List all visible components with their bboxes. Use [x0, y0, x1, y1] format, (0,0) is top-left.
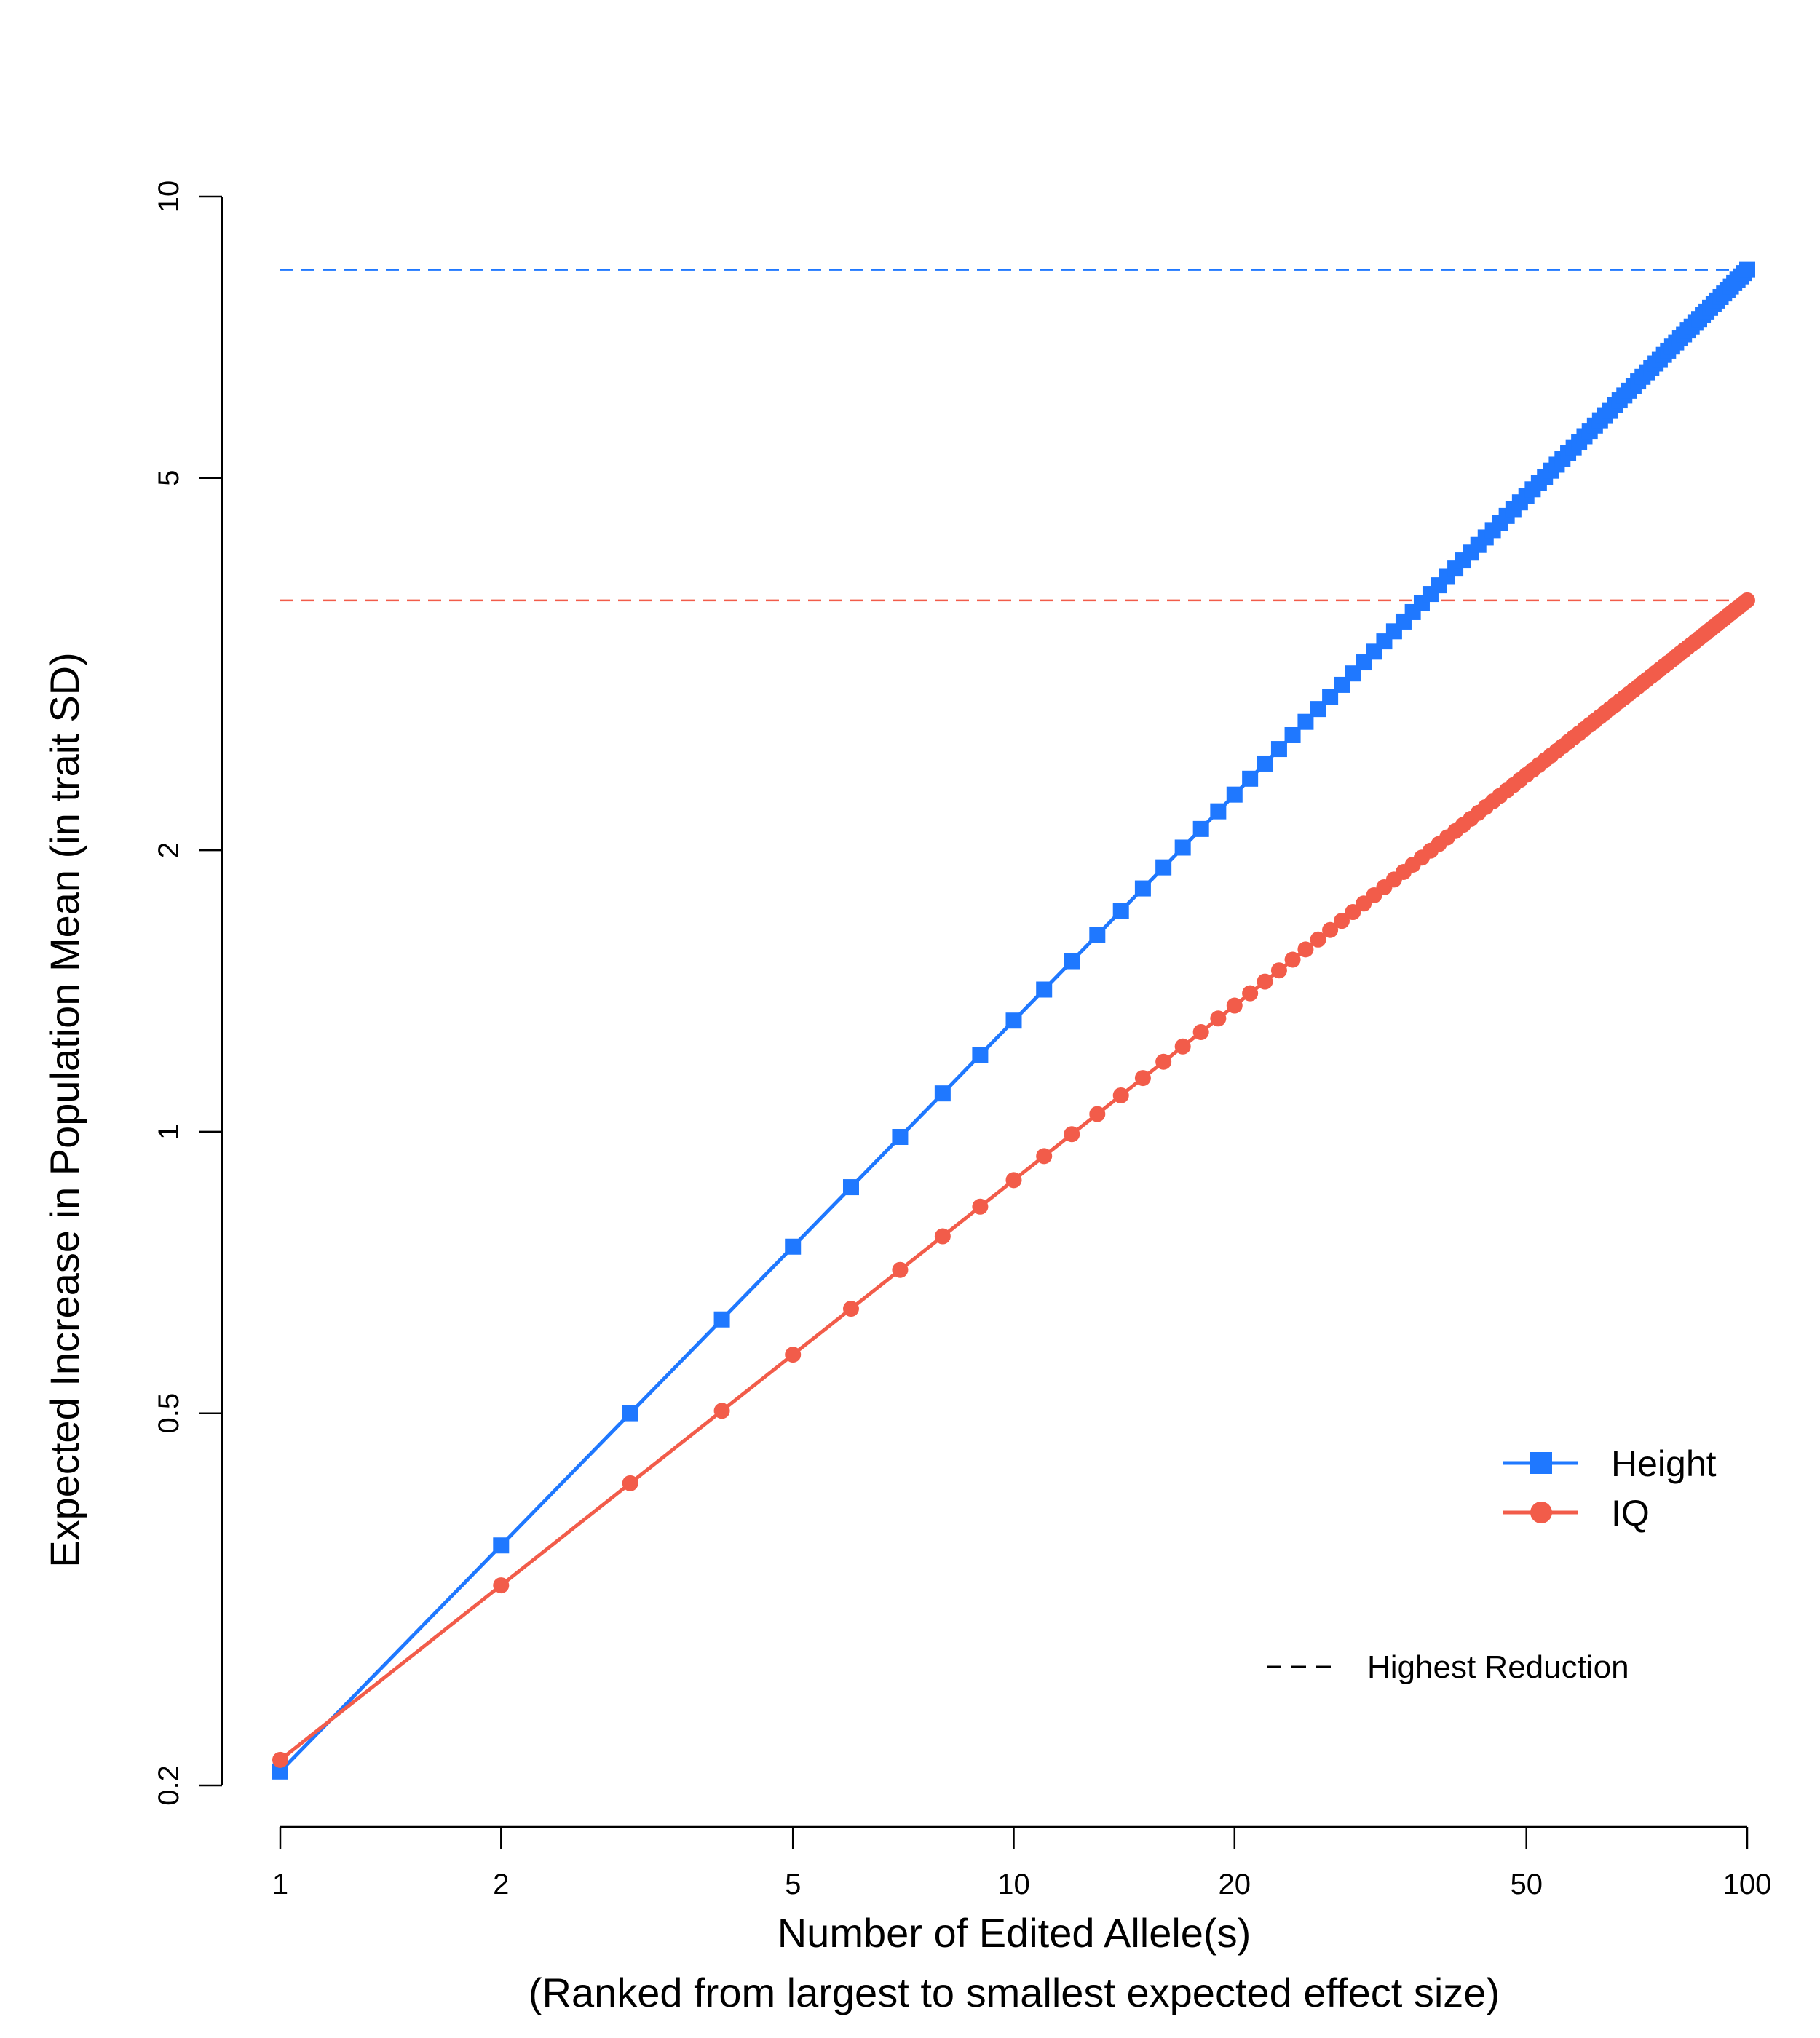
data-point	[1284, 951, 1301, 968]
data-point	[1005, 1012, 1022, 1029]
data-point	[1322, 921, 1339, 938]
data-point	[1155, 1053, 1172, 1070]
data-point	[272, 1763, 288, 1780]
data-point	[1226, 786, 1243, 803]
data-point	[1270, 741, 1287, 758]
data-point	[1226, 997, 1243, 1014]
data-point	[1005, 1172, 1022, 1189]
data-point	[1155, 859, 1172, 876]
data-point	[1134, 880, 1151, 897]
x-axis-subtitle: (Ranked from largest to smallest expecte…	[529, 1970, 1500, 2015]
data-point	[1112, 903, 1129, 919]
data-point	[1064, 953, 1080, 970]
legend-height-label: Height	[1611, 1443, 1717, 1484]
data-point	[1257, 973, 1273, 990]
y-tick-label: 0.2	[153, 1765, 185, 1806]
data-point	[1242, 770, 1259, 787]
legend-item-reference: Highest Reduction	[1267, 1649, 1629, 1685]
data-point	[1036, 1148, 1053, 1165]
data-point	[934, 1228, 951, 1245]
data-point	[842, 1301, 859, 1317]
legend-item-height: Height	[1503, 1443, 1717, 1484]
legend-iq-label: IQ	[1611, 1493, 1650, 1534]
x-tick-label: 100	[1723, 1868, 1772, 1900]
axes: 0.2 0.5 1 2 5 10 1 2 5 10 20 50 100	[153, 181, 1771, 1900]
data-point	[1739, 261, 1755, 278]
y-tick-label: 0.5	[153, 1393, 185, 1434]
data-point	[1310, 931, 1326, 948]
data-point	[785, 1238, 802, 1255]
data-point	[1345, 904, 1361, 921]
data-point	[1297, 941, 1314, 958]
data-point	[1064, 1126, 1080, 1143]
data-point	[892, 1261, 909, 1278]
data-point	[1310, 701, 1326, 718]
y-axis-title: Expected Increase in Population Mean (in…	[41, 652, 87, 1568]
data-point	[713, 1311, 730, 1328]
data-point	[1089, 1106, 1106, 1122]
data-point	[272, 1751, 288, 1768]
data-point	[972, 1198, 989, 1215]
data-point	[1174, 839, 1191, 856]
data-point	[1334, 913, 1350, 929]
legend-item-iq: IQ	[1503, 1493, 1650, 1534]
data-point	[493, 1537, 510, 1554]
data-point	[892, 1129, 909, 1146]
legend-reference-label: Highest Reduction	[1367, 1649, 1629, 1685]
x-tick-label: 1	[272, 1868, 288, 1900]
data-point	[1284, 726, 1301, 743]
reference-lines	[280, 269, 1747, 602]
data-point	[622, 1405, 638, 1422]
legend-height-marker	[1530, 1452, 1552, 1474]
series-iq	[272, 592, 1755, 1768]
y-tick-label: 5	[153, 470, 185, 486]
y-tick-label: 2	[153, 842, 185, 858]
data-point	[713, 1403, 730, 1419]
x-tick-label: 10	[997, 1868, 1030, 1900]
data-point	[1210, 1010, 1227, 1027]
data-point	[1192, 820, 1209, 837]
data-point	[934, 1085, 951, 1102]
x-tick-label: 2	[493, 1868, 509, 1900]
data-point	[622, 1475, 638, 1491]
series-height	[272, 261, 1755, 1780]
data-point	[1739, 592, 1755, 608]
data-point	[842, 1179, 859, 1196]
data-point	[1210, 803, 1227, 820]
x-tick-label: 5	[785, 1868, 801, 1900]
legend: Height IQ Highest Reduction	[1267, 1443, 1717, 1685]
data-point	[1174, 1038, 1191, 1055]
data-point	[1257, 755, 1273, 772]
data-point	[972, 1047, 989, 1063]
data-point	[1270, 962, 1287, 979]
y-tick-label: 10	[153, 181, 185, 213]
x-tick-label: 20	[1219, 1868, 1251, 1900]
data-point	[1089, 927, 1106, 943]
data-point	[1297, 713, 1314, 730]
y-tick-label: 1	[153, 1124, 185, 1140]
x-axis-title: Number of Edited Allele(s)	[778, 1910, 1251, 1956]
legend-iq-marker	[1530, 1502, 1552, 1523]
data-point	[1242, 985, 1259, 1002]
data-point	[785, 1347, 802, 1363]
data-point	[493, 1577, 510, 1594]
data-point	[1134, 1070, 1151, 1087]
data-point	[1036, 981, 1053, 998]
data-point	[1192, 1024, 1209, 1041]
data-point	[1112, 1087, 1129, 1103]
x-tick-label: 50	[1510, 1868, 1543, 1900]
series-layer	[272, 261, 1755, 1780]
